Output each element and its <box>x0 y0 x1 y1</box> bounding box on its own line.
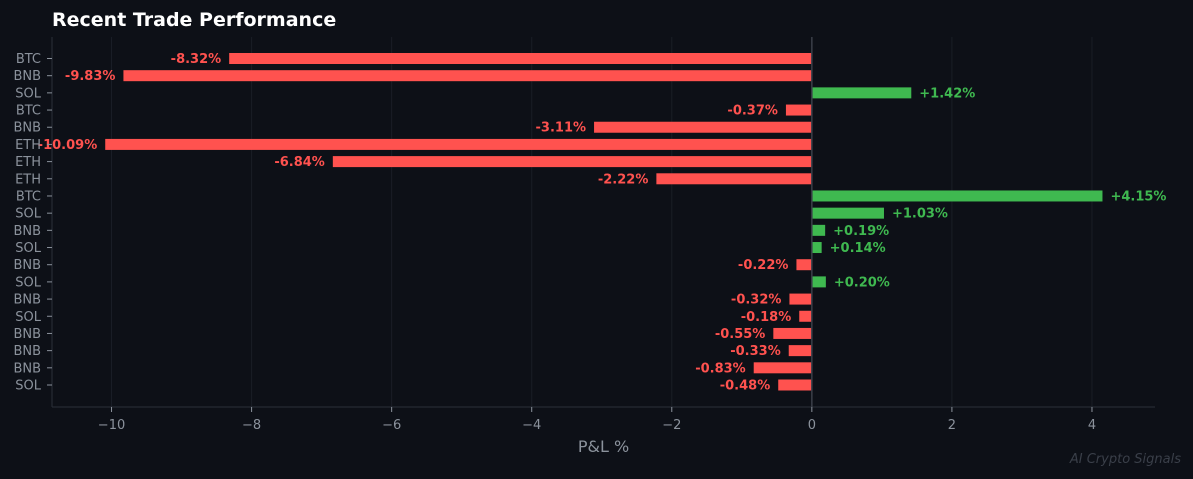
y-tick-label: BTC <box>16 189 41 204</box>
x-tick-label: −10 <box>98 418 125 433</box>
x-tick-label: −4 <box>522 418 541 433</box>
y-tick-label: BNB <box>13 327 41 342</box>
x-tick-label: 4 <box>1088 418 1096 433</box>
y-tick-label: BTC <box>16 104 41 119</box>
y-tick-label: BNB <box>13 293 41 308</box>
bar <box>785 104 812 116</box>
bar <box>788 345 812 357</box>
bar <box>594 121 812 133</box>
y-tick-label: SOL <box>15 86 41 101</box>
data-label: -8.32% <box>171 52 222 67</box>
y-tick-label: SOL <box>15 207 41 222</box>
y-tick-label: BNB <box>13 224 41 239</box>
data-label: -0.83% <box>695 361 746 376</box>
data-label: -0.22% <box>738 258 789 273</box>
y-tick-label: SOL <box>15 241 41 256</box>
data-label: -0.37% <box>727 104 778 119</box>
data-label: -0.48% <box>720 379 771 394</box>
data-label: +0.19% <box>833 224 889 239</box>
data-label: -10.09% <box>38 138 98 153</box>
x-axis-label: P&L % <box>578 437 629 456</box>
data-label: -6.84% <box>274 155 325 170</box>
y-tick-label: BNB <box>13 361 41 376</box>
y-tick-label: BNB <box>13 258 41 273</box>
watermark: AI Crypto Signals <box>1069 452 1181 467</box>
y-tick-label: ETH <box>15 172 41 187</box>
chart-title: Recent Trade Performance <box>52 9 337 31</box>
x-tick-label: −8 <box>242 418 261 433</box>
data-label: -0.55% <box>715 327 766 342</box>
x-tick-label: 2 <box>948 418 956 433</box>
bar <box>332 156 812 168</box>
x-tick-label: 0 <box>808 418 816 433</box>
y-tick-label: SOL <box>15 310 41 325</box>
bar <box>123 70 812 82</box>
bar <box>656 173 812 185</box>
data-label: +0.14% <box>830 241 886 256</box>
bar <box>229 53 812 64</box>
y-tick-label: BTC <box>16 52 41 67</box>
bar <box>105 138 812 150</box>
bar <box>811 87 912 99</box>
bar <box>796 259 812 271</box>
bar <box>811 242 822 254</box>
bar <box>811 190 1103 202</box>
data-label: +4.15% <box>1110 189 1166 204</box>
y-tick-label: ETH <box>15 138 41 153</box>
data-label: +1.42% <box>919 86 975 101</box>
x-tick-label: −2 <box>662 418 681 433</box>
y-tick-label: BNB <box>13 69 41 84</box>
bar <box>811 276 826 288</box>
data-label: -0.32% <box>731 293 782 308</box>
bar <box>773 327 812 339</box>
y-tick-label: BNB <box>13 344 41 359</box>
data-label: -3.11% <box>536 121 587 136</box>
data-label: -0.33% <box>730 344 781 359</box>
data-label: -2.22% <box>598 172 649 187</box>
y-tick-label: BNB <box>13 121 41 136</box>
data-label: +0.20% <box>834 275 890 290</box>
y-tick-label: SOL <box>15 379 41 394</box>
bar <box>789 293 812 305</box>
data-label: -0.18% <box>741 310 792 325</box>
bar <box>799 310 812 322</box>
y-tick-label: SOL <box>15 275 41 290</box>
bar <box>778 379 812 391</box>
data-label: -9.83% <box>65 69 116 84</box>
data-label: +1.03% <box>892 207 948 222</box>
y-tick-label: ETH <box>15 155 41 170</box>
x-tick-label: −6 <box>382 418 401 433</box>
bar <box>811 207 884 219</box>
bar <box>753 362 812 374</box>
bar <box>811 224 826 236</box>
